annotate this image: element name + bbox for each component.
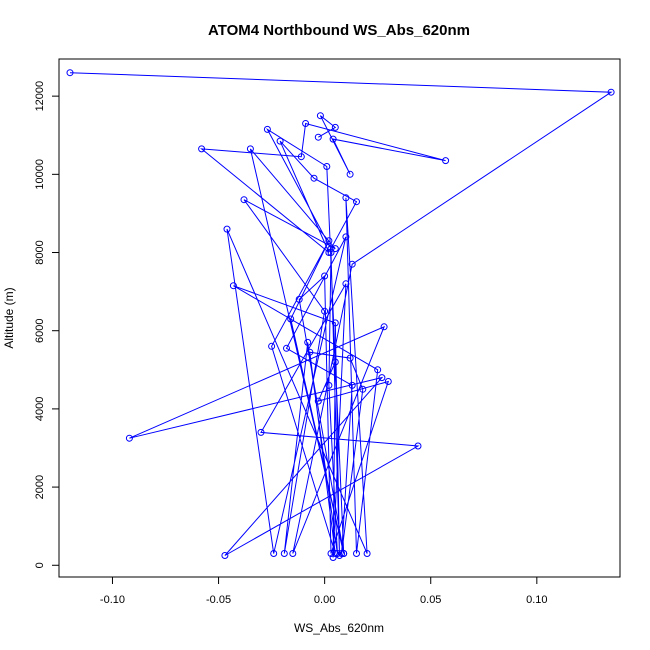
data-point [346, 354, 354, 362]
data-point [306, 348, 314, 356]
y-tick-label: 2000 [34, 475, 46, 499]
data-point [198, 145, 206, 153]
y-tick-label: 10000 [34, 159, 46, 190]
data-point [331, 358, 339, 366]
data-point [257, 428, 265, 436]
data-point [263, 125, 271, 133]
x-axis: -0.10 -0.05 0.00 0.05 0.10 [100, 577, 548, 606]
data-point [304, 338, 312, 346]
y-axis: 0 2000 4000 6000 8000 10000 12000 [34, 81, 59, 568]
data-point [270, 550, 278, 557]
data-point [442, 157, 450, 165]
data-point [331, 245, 339, 253]
x-tick-label: 0.10 [526, 594, 547, 606]
y-tick-label: 8000 [34, 240, 46, 264]
data-point [327, 245, 335, 253]
data-point [359, 385, 367, 393]
data-point [346, 170, 354, 178]
data-point [240, 196, 248, 204]
data-point [321, 272, 329, 280]
data-point [221, 552, 229, 559]
data-point [331, 123, 339, 131]
y-tick-label: 0 [34, 562, 46, 568]
data-point [316, 112, 324, 120]
data-point [310, 174, 318, 182]
data-point [384, 378, 392, 385]
data-point [302, 120, 310, 127]
data-point [414, 442, 422, 450]
data-point [297, 153, 305, 161]
y-axis-label: Altitude (m) [2, 287, 16, 348]
data-point [268, 342, 276, 350]
data-point [289, 550, 297, 557]
data-point [321, 307, 329, 315]
data-point [325, 237, 333, 245]
data-point [374, 366, 382, 374]
data-point [276, 137, 284, 145]
data-point [314, 133, 322, 141]
y-tick-label: 4000 [34, 397, 46, 421]
x-tick-label: -0.05 [206, 594, 231, 606]
data-points [66, 69, 615, 561]
data-point [280, 550, 288, 557]
data-point [353, 550, 360, 557]
x-tick-label: 0.05 [420, 594, 441, 606]
data-point [348, 381, 356, 389]
data-point [342, 194, 350, 202]
data-point [223, 225, 231, 233]
x-tick-label: -0.10 [100, 594, 125, 606]
data-point [342, 280, 350, 288]
data-point [325, 249, 333, 256]
data-point [229, 282, 237, 290]
data-point [329, 554, 337, 561]
data-point [327, 249, 335, 256]
data-point [325, 381, 333, 389]
data-point [353, 198, 360, 206]
data-point [348, 260, 356, 268]
data-point [295, 295, 303, 303]
data-lines [69, 72, 613, 558]
data-point [331, 319, 339, 327]
data-point [283, 344, 290, 352]
data-point [380, 323, 388, 331]
data-point [66, 69, 74, 77]
data-point [342, 233, 350, 241]
x-axis-label: WS_Abs_620nm [294, 621, 384, 635]
y-tick-label: 12000 [34, 81, 46, 112]
data-point [323, 163, 331, 170]
data-point [314, 397, 322, 405]
data-point [329, 135, 337, 143]
plot-frame [58, 58, 621, 578]
data-point [336, 552, 343, 559]
data-point [363, 550, 371, 557]
data-point [378, 374, 386, 382]
data-point [607, 88, 615, 96]
data-point [246, 145, 254, 153]
data-point [338, 550, 346, 557]
data-point [287, 315, 295, 323]
x-tick-label: 0.00 [314, 594, 335, 606]
chart-title: ATOM4 Northbound WS_Abs_620nm [208, 22, 470, 39]
data-point [125, 434, 133, 442]
data-point [340, 550, 348, 557]
series-line [69, 72, 613, 558]
y-tick-label: 6000 [34, 318, 46, 342]
